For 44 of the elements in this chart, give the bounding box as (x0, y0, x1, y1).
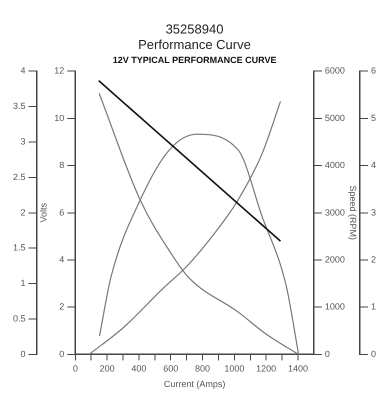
x-tick-label: 1400 (288, 363, 308, 374)
y3-tick-label: 1 (20, 278, 26, 288)
y2-tick-label: 2000 (324, 254, 345, 264)
y2-tick-label: 3000 (324, 207, 345, 218)
y2-tick-label: 5000 (324, 112, 345, 123)
x-tick-label: 400 (131, 363, 146, 374)
y3-tick-label: 2.5 (12, 172, 26, 182)
y2-tick-label: 1000 (324, 302, 345, 312)
x-axis-title: Current (Amps) (164, 379, 226, 390)
text: 5 (370, 112, 376, 123)
y3-tick-label: 0 (20, 348, 26, 359)
text: 1 (370, 302, 376, 312)
y3-tick-label: 3 (20, 136, 26, 146)
x-tick-label: 1000 (224, 363, 244, 374)
text: 3 (370, 207, 376, 218)
y3-tick-label: 3.5 (12, 101, 26, 112)
y-tick-label: 8 (59, 160, 64, 170)
y2-tick-label: 4000 (324, 160, 345, 170)
y-tick-label: 12 (54, 66, 64, 76)
x-tick-label: 600 (163, 363, 178, 374)
x-tick-label: 0 (72, 363, 78, 374)
y-tick-label: 6 (59, 207, 64, 218)
y3-tick-label: 2 (20, 207, 26, 218)
chart-title: 35258940 (166, 21, 224, 36)
text: 6 (370, 66, 376, 76)
text: 12V TYPICAL PERFORMANCE CURVE (112, 55, 276, 66)
y-tick-label: 4 (59, 254, 64, 264)
text: 2 (370, 254, 376, 264)
text: 4 (370, 160, 376, 170)
y-tick-label: 2 (59, 302, 64, 312)
x-tick-label: 1200 (256, 363, 276, 374)
y-axis-title: Volts (38, 202, 48, 223)
chart-subtitle: Performance Curve (138, 36, 251, 52)
x-tick-label: 800 (195, 363, 210, 374)
y2-axis-title: Speed (RPM) (348, 186, 358, 240)
y2-tick-label: 0 (324, 348, 330, 359)
text: 0 (370, 348, 376, 359)
y2-tick-label: 6000 (324, 66, 345, 76)
y-tick-label: 0 (59, 348, 64, 359)
y3-tick-label: 4 (20, 66, 26, 76)
y3-tick-label: 1.5 (12, 242, 26, 253)
y3-tick-label: 0.5 (12, 313, 26, 324)
y-tick-label: 10 (54, 112, 64, 123)
x-tick-label: 200 (100, 363, 115, 374)
